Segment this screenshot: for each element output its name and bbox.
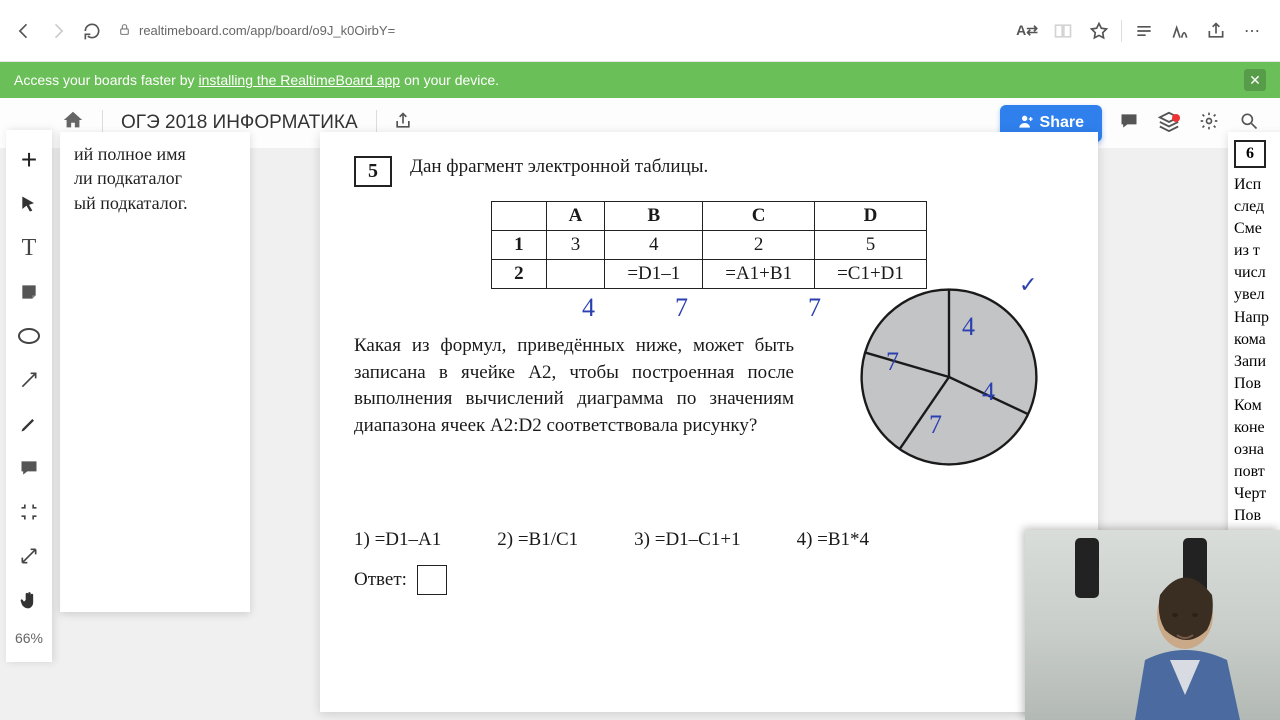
person-silhouette xyxy=(1115,565,1250,720)
option-2: 2) =B1/C1 xyxy=(497,529,578,551)
text-line: след xyxy=(1234,196,1280,218)
frame-tool-icon[interactable] xyxy=(6,490,52,534)
problem-number: 5 xyxy=(354,156,392,187)
menu-lines-icon[interactable] xyxy=(1130,17,1158,45)
text-line: Ком xyxy=(1234,395,1280,417)
banner-close-icon[interactable]: ✕ xyxy=(1244,69,1266,91)
shape-tool-icon[interactable] xyxy=(6,314,52,358)
comment-tool-icon[interactable] xyxy=(6,446,52,490)
checkmark-icon: ✓ xyxy=(1019,272,1037,298)
text-line: увел xyxy=(1234,284,1280,306)
problem-intro: Дан фрагмент электронной таблицы. xyxy=(410,156,708,177)
text-tool-icon[interactable]: T xyxy=(6,226,52,270)
text-line: числ xyxy=(1234,262,1280,284)
notification-dot xyxy=(1172,114,1180,122)
answer-options: 1) =D1–A1 2) =B1/C1 3) =D1–C1+1 4) =B1*4 xyxy=(354,529,1064,551)
text-line: Пов xyxy=(1234,505,1280,527)
browser-chrome: realtimeboard.com/app/board/o9J_k0OirbY=… xyxy=(0,0,1280,62)
speaker-shape xyxy=(1075,538,1099,598)
star-icon[interactable] xyxy=(1085,17,1113,45)
card-next-problem[interactable]: 6 ИспследСмеиз тчислувелНапркомаЗапиПовК… xyxy=(1228,132,1280,562)
more-icon[interactable]: ⋯ xyxy=(1238,17,1266,45)
canvas[interactable]: ий полное имя ли подкаталог ый подкатало… xyxy=(0,148,1280,720)
install-banner: Access your boards faster by installing … xyxy=(0,62,1280,98)
share-label: Share xyxy=(1040,114,1084,132)
pen-icon[interactable] xyxy=(1166,17,1194,45)
refresh-icon[interactable] xyxy=(78,17,106,45)
tool-panel: + T 66% xyxy=(6,130,52,662)
select-tool-icon[interactable] xyxy=(6,182,52,226)
settings-icon[interactable] xyxy=(1196,111,1222,136)
lock-icon xyxy=(118,23,131,39)
comment-panel-icon[interactable] xyxy=(1116,111,1142,136)
url-text: realtimeboard.com/app/board/o9J_k0OirbY= xyxy=(139,23,395,38)
answer-label: Ответ: xyxy=(354,569,407,591)
text-line: ий полное имя xyxy=(74,142,236,166)
pie-chart: 4 4 7 7 ✓ xyxy=(854,282,1044,477)
add-tool-icon[interactable]: + xyxy=(6,138,52,182)
banner-link[interactable]: installing the RealtimeBoard app xyxy=(199,72,401,88)
text-line: повт xyxy=(1234,461,1280,483)
option-3: 3) =D1–C1+1 xyxy=(634,529,740,551)
translate-icon[interactable]: A⇄ xyxy=(1013,17,1041,45)
pen-tool-icon[interactable] xyxy=(6,402,52,446)
address-bar[interactable]: realtimeboard.com/app/board/o9J_k0OirbY= xyxy=(112,16,1007,46)
webcam-overlay xyxy=(1025,530,1280,720)
banner-pre: Access your boards faster by xyxy=(14,72,195,88)
text-line: коне xyxy=(1234,417,1280,439)
text-line: Черт xyxy=(1234,483,1280,505)
text-line: Сме xyxy=(1234,218,1280,240)
fit-tool-icon[interactable] xyxy=(6,534,52,578)
banner-post: on your device. xyxy=(404,72,499,88)
problem-number: 6 xyxy=(1234,140,1266,168)
card-previous-problem[interactable]: ий полное имя ли подкаталог ый подкатало… xyxy=(60,132,250,612)
reading-icon[interactable] xyxy=(1049,17,1077,45)
text-line: ли подкаталог xyxy=(74,166,236,190)
spreadsheet-table: A B C D 1 3 4 2 5 2 =D1–1 =A1+B1 xyxy=(491,201,927,289)
text-line: озна xyxy=(1234,439,1280,461)
layers-icon[interactable] xyxy=(1156,110,1182,137)
text-line: Пов xyxy=(1234,373,1280,395)
card-problem-5[interactable]: 5 Дан фрагмент электронной таблицы. A B … xyxy=(320,132,1098,712)
nav-back-icon[interactable] xyxy=(10,17,38,45)
problem-paragraph: Какая из формул, приведённых ниже, может… xyxy=(354,333,794,439)
option-1: 1) =D1–A1 xyxy=(354,529,441,551)
sticky-tool-icon[interactable] xyxy=(6,270,52,314)
zoom-level[interactable]: 66% xyxy=(15,622,43,654)
add-person-icon xyxy=(1018,113,1034,134)
share-page-icon[interactable] xyxy=(1202,17,1230,45)
answer-input-box[interactable] xyxy=(417,565,447,595)
arrow-tool-icon[interactable] xyxy=(6,358,52,402)
text-line: ый подкаталог. xyxy=(74,191,236,215)
hand-tool-icon[interactable] xyxy=(6,578,52,622)
text-line: кома xyxy=(1234,329,1280,351)
text-line: Запи xyxy=(1234,351,1280,373)
text-line: Исп xyxy=(1234,174,1280,196)
text-line: Напр xyxy=(1234,307,1280,329)
board-title[interactable]: ОГЭ 2018 ИНФОРМАТИКА xyxy=(103,112,376,134)
option-4: 4) =B1*4 xyxy=(797,529,869,551)
nav-forward-icon[interactable] xyxy=(44,17,72,45)
text-line: из т xyxy=(1234,240,1280,262)
